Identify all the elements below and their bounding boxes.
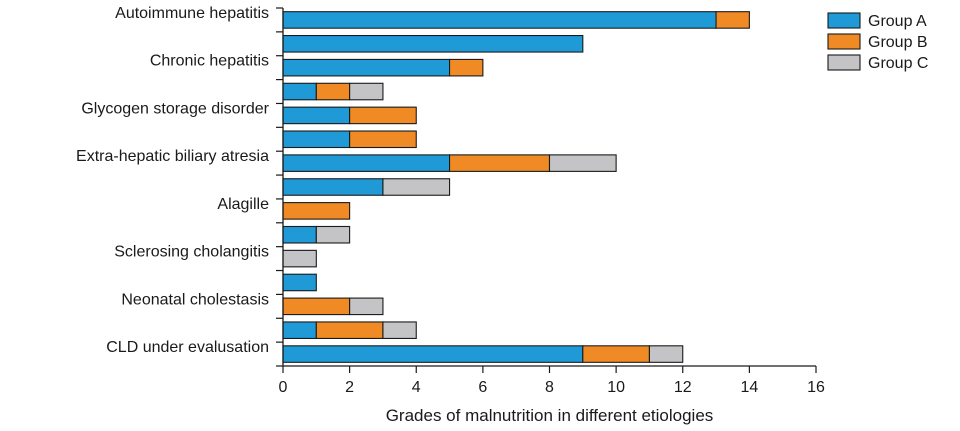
legend-swatch-group-c	[827, 54, 861, 71]
bar-segment-row11-group-c	[282, 249, 317, 268]
legend-swatch-group-b	[827, 33, 861, 50]
bar-segment-row9-group-b	[282, 202, 351, 220]
bar-segment-row7-group-b	[449, 154, 551, 172]
bar-segment-row7-group-a	[282, 154, 451, 172]
bar-segment-row8-group-c	[382, 178, 451, 196]
bar-segment-row13-group-b	[282, 297, 351, 316]
bar-segment-row3-group-b	[449, 58, 484, 77]
category-label: CLD under evalusation	[106, 339, 269, 356]
x-tick-label: 10	[607, 379, 625, 396]
x-tick-label: 14	[740, 379, 758, 396]
bar-segment-row15-group-b	[582, 345, 650, 363]
x-tick-label: 2	[345, 379, 354, 396]
bar-segment-row14-group-b	[315, 321, 384, 340]
x-tick-label: 6	[478, 379, 487, 396]
bar-segment-row1-group-a	[282, 11, 717, 29]
bar-segment-row5-group-a	[282, 106, 351, 125]
bar-segment-row4-group-a	[282, 82, 317, 101]
x-tick-label: 8	[545, 379, 554, 396]
category-label: Glycogen storage disorder	[81, 100, 269, 117]
legend-label: Group A	[868, 13, 927, 30]
bar-segment-row1-group-b	[715, 11, 750, 29]
category-label: Chronic hepatitis	[150, 53, 269, 70]
category-labels: Autoimmune hepatitis Chronic hepatitis Gly…	[76, 5, 270, 356]
x-ticks: 0 2 4 6 8 10 12 14 16	[279, 366, 825, 396]
x-axis-title: Grades of malnutrition in different etio…	[386, 406, 714, 425]
bar-segment-row6-group-a	[282, 130, 351, 149]
category-ticks	[276, 7, 283, 367]
category-label: Autoimmune hepatitis	[115, 5, 269, 22]
legend-swatch-group-a	[827, 12, 861, 29]
bar-segment-row5-group-b	[349, 106, 417, 125]
bar-segment-row13-group-c	[349, 297, 384, 316]
bar-segment-row6-group-b	[349, 130, 417, 149]
bar-segment-row3-group-a	[282, 58, 451, 77]
category-label: Extra-hepatic biliary atresia	[76, 148, 269, 165]
legend-label: Group B	[868, 34, 928, 51]
category-label: Neonatal cholestasis	[121, 291, 269, 308]
bar-segment-row14-group-a	[282, 321, 317, 340]
category-label: Sclerosing cholangitis	[114, 244, 269, 261]
bar-segment-row12-group-a	[282, 273, 317, 292]
bar-segment-row15-group-a	[282, 345, 584, 363]
bar-segment-row7-group-c	[548, 154, 617, 172]
bars-group	[282, 11, 750, 363]
x-tick-label: 16	[807, 379, 825, 396]
bar-segment-row10-group-c	[315, 225, 351, 244]
bar-segment-row2-group-a	[282, 34, 584, 53]
bar-segment-row4-group-c	[349, 82, 384, 101]
bar-segment-row14-group-c	[382, 321, 417, 340]
x-tick-label: 4	[412, 379, 421, 396]
bar-segment-row4-group-b	[315, 82, 351, 101]
legend-label: Group C	[868, 55, 928, 72]
bar-segment-row10-group-a	[282, 225, 317, 244]
x-tick-label: 0	[279, 379, 288, 396]
category-label: Alagille	[217, 196, 269, 213]
bar-segment-row8-group-a	[282, 178, 384, 196]
bar-segment-row15-group-c	[648, 345, 684, 363]
x-tick-label: 12	[674, 379, 692, 396]
legend: Group A Group B Group C	[827, 12, 928, 72]
